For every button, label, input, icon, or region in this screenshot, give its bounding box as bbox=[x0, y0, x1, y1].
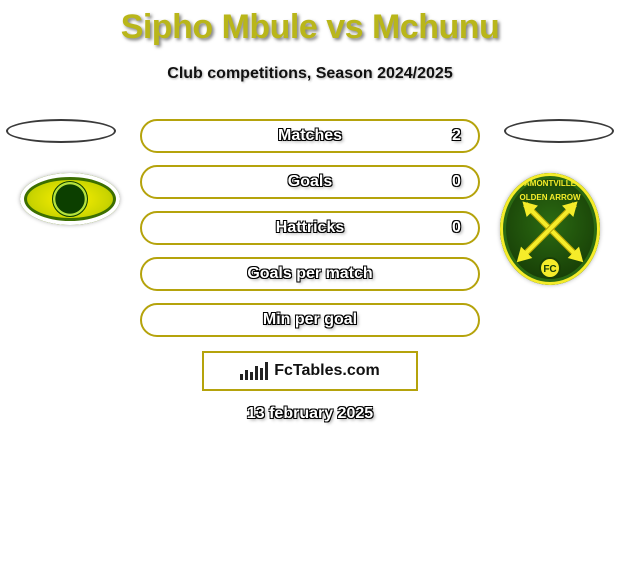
stat-rows: Matches 2 Goals 0 Hattricks 0 Goals per … bbox=[140, 119, 480, 349]
stat-label: Hattricks bbox=[276, 219, 344, 237]
comparison-card: Sipho Mbule vs Mchunu Club competitions,… bbox=[0, 0, 620, 580]
stat-right-value: 2 bbox=[452, 127, 462, 145]
subtitle: Club competitions, Season 2024/2025 bbox=[0, 65, 620, 83]
club-crest-right: AMONTVILLE OLDEN ARROW FC bbox=[500, 173, 600, 285]
player-left-photo-placeholder bbox=[6, 119, 116, 143]
source-brand-box: FcTables.com bbox=[202, 351, 418, 391]
page-title: Sipho Mbule vs Mchunu bbox=[0, 0, 620, 47]
stat-row-min-per-goal: Min per goal bbox=[140, 303, 480, 337]
stat-row-matches: Matches 2 bbox=[140, 119, 480, 153]
stat-label: Goals bbox=[288, 173, 332, 191]
crest-right-circle: AMONTVILLE OLDEN ARROW FC bbox=[500, 173, 600, 285]
stat-label: Min per goal bbox=[263, 311, 357, 329]
source-brand-text: FcTables.com bbox=[274, 362, 380, 380]
bars-icon bbox=[240, 362, 268, 380]
stat-label: Goals per match bbox=[247, 265, 372, 283]
crest-right-fc-badge: FC bbox=[539, 257, 561, 279]
stat-right-value: 0 bbox=[452, 219, 462, 237]
crest-right-top-text: AMONTVILLE bbox=[500, 179, 600, 188]
stat-row-goals: Goals 0 bbox=[140, 165, 480, 199]
stat-right-value: 0 bbox=[452, 173, 462, 191]
snapshot-date: 13 february 2025 bbox=[247, 405, 373, 423]
player-right-photo-placeholder bbox=[504, 119, 614, 143]
crest-left-oval bbox=[20, 173, 120, 225]
crest-left-seal-icon bbox=[52, 181, 88, 217]
club-crest-left bbox=[20, 173, 120, 225]
stat-label: Matches bbox=[278, 127, 342, 145]
stat-row-hattricks: Hattricks 0 bbox=[140, 211, 480, 245]
stat-row-goals-per-match: Goals per match bbox=[140, 257, 480, 291]
